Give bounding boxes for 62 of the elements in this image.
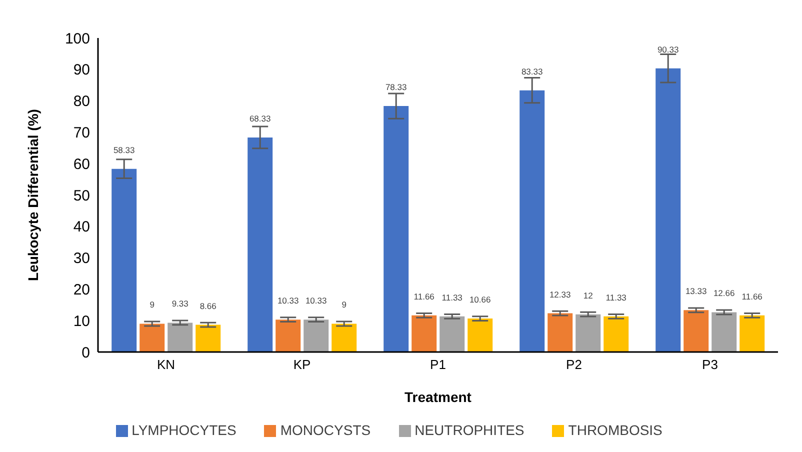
y-tick-label: 0 [82, 344, 90, 362]
bar [112, 168, 137, 352]
y-tick-label: 100 [64, 30, 90, 48]
data-label: 83.33 [521, 66, 544, 76]
data-label: 78.33 [385, 82, 408, 92]
y-tick-label: 60 [73, 156, 90, 173]
bar [304, 320, 329, 352]
y-tick-label: 40 [73, 218, 90, 236]
legend-label: NEUTROPHITES [414, 422, 524, 438]
bar [440, 316, 465, 352]
bar [248, 137, 273, 352]
data-label: 10.33 [305, 296, 328, 306]
y-tick-label: 20 [73, 282, 90, 299]
bar [412, 315, 437, 352]
bar [656, 68, 681, 352]
data-label: 12.33 [549, 289, 572, 300]
legend-label: LYMPHOCYTES [132, 422, 236, 438]
bar [548, 313, 573, 352]
bar [384, 106, 409, 352]
data-label: 11.33 [442, 292, 463, 302]
data-label: 12.66 [713, 288, 736, 298]
y-tick-label: 50 [73, 187, 90, 204]
data-label: 9 [150, 300, 155, 310]
y-axis-title: Leukocyte Differential (%) [24, 109, 41, 281]
x-tick-label: P2 [566, 357, 582, 372]
bar [712, 312, 737, 352]
y-tick-label: 30 [73, 250, 90, 268]
data-label: 8.66 [200, 300, 217, 311]
bar [604, 316, 629, 352]
legend-label: MONOCYSTS [280, 422, 371, 438]
y-tick-label: 80 [73, 93, 90, 110]
data-label: 11.66 [414, 291, 435, 302]
data-label: 10.33 [277, 296, 300, 306]
y-tick-label: 10 [73, 312, 90, 330]
data-label: 9 [342, 300, 347, 310]
data-label: 68.33 [249, 113, 272, 124]
bar [740, 315, 765, 352]
data-label: 11.33 [606, 292, 627, 302]
bar [332, 324, 357, 352]
bar [168, 322, 193, 352]
y-tick-label: 70 [73, 124, 90, 142]
bar [468, 318, 493, 352]
bar [276, 320, 301, 352]
data-label: 12 [583, 290, 594, 300]
x-axis-title: Treatment [404, 389, 472, 405]
y-tick-label: 90 [73, 62, 90, 79]
x-tick-label: KN [156, 357, 176, 372]
data-label: 9.33 [172, 298, 189, 309]
bar [576, 314, 601, 352]
data-label: 13.33 [685, 286, 708, 296]
x-tick-label: P1 [430, 357, 446, 372]
data-label: 11.66 [742, 291, 763, 302]
data-label: 58.33 [113, 144, 136, 155]
data-label: 10.66 [469, 294, 492, 305]
bar [196, 324, 221, 352]
bar [140, 324, 165, 352]
x-tick-label: KP [293, 357, 311, 372]
bar [520, 90, 545, 352]
x-tick-label: P3 [702, 357, 718, 372]
data-label: 90.33 [657, 44, 680, 54]
legend-label: THROMBOSIS [568, 422, 662, 438]
bar [684, 310, 709, 352]
